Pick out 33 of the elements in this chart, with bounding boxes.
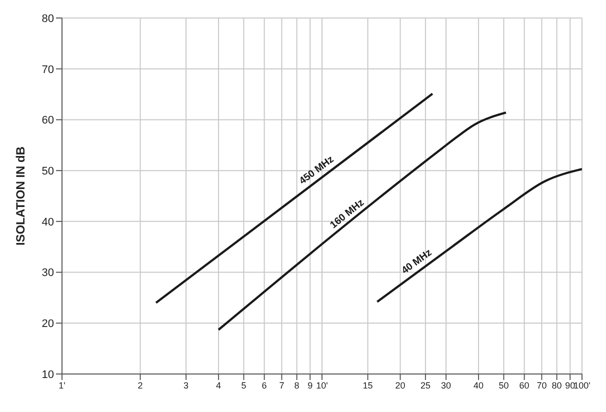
- x-tick-label: 4: [216, 380, 222, 390]
- x-tick-label: 5: [241, 380, 246, 390]
- x-tick-label: 40: [474, 380, 484, 390]
- x-tick-label: 6: [262, 380, 267, 390]
- x-tick-label: 20: [395, 380, 406, 390]
- x-tick-label: 15: [362, 380, 373, 390]
- x-tick-label: 3: [184, 380, 189, 390]
- x-tick-label: 60: [519, 380, 530, 390]
- y-tick-label: 80: [42, 12, 54, 25]
- y-tick-label: 30: [42, 267, 54, 280]
- x-tick-label: 30: [441, 380, 452, 390]
- x-tick-label: 9: [308, 380, 313, 390]
- x-tick-label: 1': [58, 380, 66, 390]
- y-tick-label: 20: [42, 318, 54, 330]
- y-tick-label: 50: [42, 165, 54, 178]
- text: 160 MHz: [328, 197, 366, 232]
- x-tick-label: 80: [552, 380, 562, 390]
- x-tick-label: 90: [565, 380, 576, 390]
- x-tick-label: 70: [536, 380, 547, 390]
- y-tick-label: 70: [42, 64, 54, 76]
- text: 40 MHz: [400, 247, 434, 277]
- y-tick-label: 40: [42, 216, 54, 228]
- x-tick-label: 2: [138, 380, 143, 390]
- text: 450 MHz: [298, 154, 336, 188]
- y-axis-title: ISOLATION IN dB: [13, 146, 28, 246]
- x-tick-label: 7: [279, 380, 284, 390]
- x-tick-label: 25: [420, 380, 430, 390]
- x-tick-label: 100': [574, 380, 591, 390]
- x-tick-label: 8: [294, 380, 300, 390]
- x-tick-label: 50: [498, 380, 509, 390]
- x-tick-label: 10': [316, 380, 328, 390]
- y-tick-label: 60: [42, 114, 54, 127]
- y-tick-label: 10: [42, 368, 54, 381]
